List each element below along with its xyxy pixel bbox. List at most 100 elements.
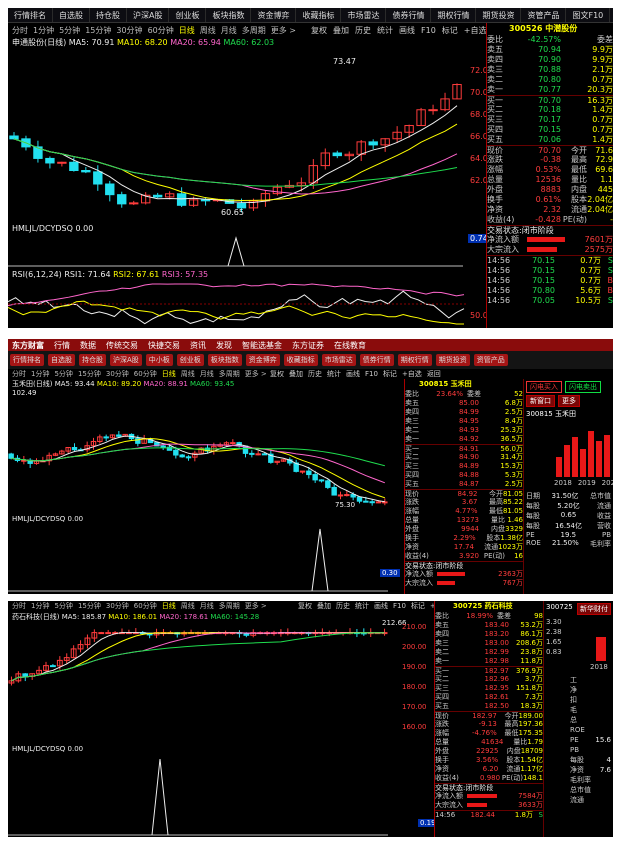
asks-row[interactable]: 卖一 84.92 36.5万 [405,435,523,444]
menu-item[interactable]: 在线教育 [334,340,366,350]
bids-row[interactable]: 买一 84.91 56.0万 [405,444,523,453]
tool-button[interactable]: +自选 [463,26,487,35]
tool-button[interactable]: F10 [421,26,436,35]
asks-row[interactable]: 卖五 70.94 9.9万 [487,45,613,55]
more-button[interactable]: 更多 [558,395,580,407]
bids-row[interactable]: 买五 182.50 18.3万 [435,702,543,711]
toolbar-item[interactable]: 自选股 [53,8,90,22]
nav-item[interactable]: 期货投资 [435,354,470,366]
bids-row[interactable]: 买四 84.88 5.3万 [405,471,523,480]
period-item[interactable]: 分时 [12,26,28,35]
period-item[interactable]: 分时 [12,370,26,378]
period-item[interactable]: 分时 [12,602,26,610]
bids-row[interactable]: 买二 70.18 1.4万 [487,105,613,115]
toolbar-item[interactable]: 债券行情 [386,8,432,22]
nav-item[interactable]: 收藏指标 [283,354,318,366]
new-window-button[interactable]: 新窗口 [526,395,555,407]
menu-item[interactable]: 资讯 [190,340,206,350]
period-item[interactable]: 月线 [199,370,214,378]
indicator-chart[interactable] [8,755,400,837]
nav-item[interactable]: 债券行情 [359,354,394,366]
side-button[interactable]: 新华财付 [577,603,611,615]
candlestick-chart[interactable] [8,397,400,511]
period-item-active[interactable]: 日线 [178,26,195,35]
asks-row[interactable]: 卖五 183.40 53.2万 [435,621,543,630]
toolbar-item[interactable]: 期货投资 [476,8,522,22]
nav-item[interactable]: 板块指数 [207,354,242,366]
nav-item[interactable]: 资管产品 [473,354,508,366]
bids-row[interactable]: 买四 182.61 7.3万 [435,693,543,702]
nav-item[interactable]: 沪深A股 [110,354,142,366]
revenue-bar-chart[interactable] [554,427,612,477]
asks-row[interactable]: 卖四 70.90 9.9万 [487,55,613,65]
toolbar-item[interactable]: 行情排名 [8,8,53,22]
period-item[interactable]: 多周期 [218,370,240,378]
toolbar-item[interactable]: 图文F10 [566,8,611,22]
asks-row[interactable]: 卖三 183.00 208.6万 [435,639,543,648]
nav-item[interactable]: 市场雷达 [321,354,356,366]
tool-button[interactable]: 统计 [355,602,369,610]
tool-button[interactable]: 叠加 [289,370,303,378]
period-item[interactable]: 月线 [220,26,237,35]
tool-button[interactable]: 叠加 [317,602,331,610]
nav-item[interactable]: 中小板 [145,354,173,366]
toolbar-item[interactable]: 板块指数 [206,8,252,22]
bids-row[interactable]: 买四 70.15 0.7万 [487,125,613,135]
period-item[interactable]: 60分钟 [133,370,157,378]
toolbar-item[interactable]: 收藏指标 [296,8,342,22]
tool-button[interactable]: 画线 [374,602,388,610]
period-item[interactable]: 15分钟 [85,26,112,35]
bids-row[interactable]: 买三 70.17 0.7万 [487,115,613,125]
period-item[interactable]: 更多 > [244,370,267,378]
period-item[interactable]: 1分钟 [31,370,50,378]
toolbar-item[interactable]: 市场雷达 [341,8,387,22]
period-item[interactable]: 30分钟 [116,26,143,35]
bids-row[interactable]: 买三 182.95 151.8万 [435,684,543,693]
nav-item[interactable]: 期权行情 [397,354,432,366]
rsi-chart[interactable] [8,280,488,328]
tool-button[interactable]: 统计 [327,370,341,378]
tool-button[interactable]: 标记 [441,26,458,35]
toolbar-item[interactable]: 资管产品 [521,8,567,22]
tool-button[interactable]: 返回 [426,370,441,378]
period-item-active[interactable]: 日线 [161,370,176,378]
menu-item[interactable]: 数据 [80,340,96,350]
period-item[interactable]: 多周期 [241,26,266,35]
bids-row[interactable]: 买二 182.96 3.7万 [435,675,543,684]
candlestick-chart[interactable] [8,48,488,224]
menu-item[interactable]: 传统交易 [106,340,138,350]
bids-row[interactable]: 买五 70.06 1.4万 [487,135,613,145]
tool-button[interactable]: 历史 [336,602,350,610]
asks-row[interactable]: 卖三 70.88 2.1万 [487,65,613,75]
period-item[interactable]: 周线 [199,26,216,35]
period-item[interactable]: 更多 > [270,26,296,35]
bids-row[interactable]: 买五 84.87 2.5万 [405,480,523,489]
period-item[interactable]: 多周期 [218,602,240,610]
period-item[interactable]: 30分钟 [105,602,129,610]
asks-row[interactable]: 卖二 70.80 0.7万 [487,75,613,85]
nav-item[interactable]: 行情排名 [10,354,44,366]
asks-row[interactable]: 卖五 85.00 6.8万 [405,399,523,408]
period-item[interactable]: 5分钟 [54,370,73,378]
flash-buy-button[interactable]: 闪电买入 [526,381,562,393]
nav-item[interactable]: 创业板 [176,354,204,366]
menu-item[interactable]: 行情 [54,340,70,350]
bids-row[interactable]: 买一 182.97 376.9万 [435,666,543,675]
toolbar-item[interactable]: 资金博弈 [251,8,297,22]
period-item[interactable]: 周线 [180,602,195,610]
asks-row[interactable]: 卖二 182.99 23.8万 [435,648,543,657]
bids-row[interactable]: 买三 84.89 15.3万 [405,462,523,471]
period-item[interactable]: 周线 [180,370,195,378]
menu-item[interactable]: 智能选基金 [242,340,282,350]
tool-button[interactable]: +自选 [401,370,422,378]
nav-item[interactable]: 资金博弈 [245,354,280,366]
period-item[interactable]: 15分钟 [77,602,101,610]
period-item[interactable]: 5分钟 [59,26,81,35]
tool-button[interactable]: 复权 [298,602,312,610]
toolbar-item[interactable]: 持仓股 [90,8,127,22]
nav-item[interactable]: 自选股 [48,354,75,366]
asks-row[interactable]: 卖四 183.20 86.1万 [435,630,543,639]
period-item[interactable]: 15分钟 [77,370,101,378]
tool-button[interactable]: 复权 [311,26,327,35]
period-item[interactable]: 月线 [199,602,214,610]
